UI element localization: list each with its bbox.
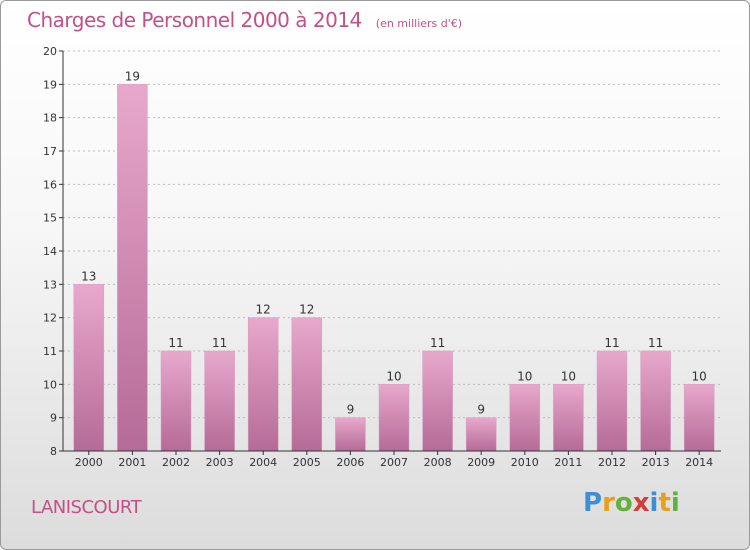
data-label: 11 <box>604 336 619 350</box>
data-label: 12 <box>256 303 271 317</box>
y-tick-label: 15 <box>43 212 57 225</box>
logo-letter: P <box>583 488 603 518</box>
x-tick-label: 2008 <box>424 456 452 469</box>
data-label: 19 <box>125 69 140 83</box>
x-tick-label: 2010 <box>511 456 539 469</box>
logo-letter: t <box>658 488 671 518</box>
y-tick-label: 12 <box>43 312 57 325</box>
data-label: 11 <box>168 336 183 350</box>
chart-title: Charges de Personnel 2000 à 2014 <box>27 8 362 32</box>
bar-2005 <box>291 317 323 452</box>
data-label: 13 <box>81 269 96 283</box>
x-tick-label: 2006 <box>336 456 364 469</box>
y-tick-label: 8 <box>50 445 57 458</box>
y-tick-label: 13 <box>43 278 57 291</box>
y-tick-label: 19 <box>43 78 57 91</box>
x-tick-label: 2014 <box>685 456 713 469</box>
data-label: 11 <box>648 336 663 350</box>
data-label: 12 <box>299 303 314 317</box>
x-tick-label: 2004 <box>249 456 277 469</box>
y-tick-label: 11 <box>43 345 57 358</box>
logo-letter: r <box>602 488 615 518</box>
bar-2000 <box>73 284 105 452</box>
data-label: 10 <box>386 369 401 383</box>
bar-2011 <box>553 384 584 452</box>
x-tick-label: 2000 <box>75 456 103 469</box>
y-tick-label: 17 <box>43 145 57 158</box>
title-row: Charges de Personnel 2000 à 2014 (en mill… <box>27 8 462 32</box>
x-tick-label: 2007 <box>380 456 408 469</box>
axes: 8 9 10 11 12 13 14 15 16 17 18 19 20 2000 2001 2002 2003… <box>43 45 721 469</box>
y-tick-label: 9 <box>50 412 57 425</box>
data-label: 9 <box>347 403 355 417</box>
x-tick-label: 2001 <box>118 456 146 469</box>
place-name: LANISCOURT <box>31 497 142 518</box>
x-tick-label: 2009 <box>467 456 495 469</box>
x-tick-label: 2003 <box>206 456 234 469</box>
y-tick-label: 18 <box>43 112 57 125</box>
data-label: 11 <box>430 336 445 350</box>
bar-2007 <box>378 384 410 452</box>
data-label: 11 <box>212 336 227 350</box>
x-tick-label: 2013 <box>642 456 670 469</box>
y-tick-label: 14 <box>43 245 57 258</box>
logo-letter: x <box>632 488 650 518</box>
logo-letter: o <box>614 488 633 518</box>
x-tick-label: 2011 <box>554 456 582 469</box>
data-label: 10 <box>561 369 576 383</box>
proxiti-logo[interactable]: Proxiti <box>583 488 680 518</box>
bar-2004 <box>247 317 279 452</box>
data-label: 10 <box>517 369 532 383</box>
x-tick-label: 2002 <box>162 456 190 469</box>
bar-2012 <box>596 350 628 452</box>
data-label: 9 <box>477 403 485 417</box>
logo-letter: i <box>670 488 680 518</box>
bar-2008 <box>422 350 453 452</box>
x-tick-label: 2005 <box>293 456 321 469</box>
y-tick-label: 10 <box>43 378 57 391</box>
data-label: 10 <box>692 369 707 383</box>
bars: 13 19 11 11 12 12 9 10 11 9 10 10 11 11 10 <box>73 69 715 452</box>
bar-2010 <box>509 384 541 452</box>
bar-2002 <box>160 350 192 452</box>
bar-2003 <box>204 350 235 452</box>
bar-2009 <box>465 417 497 452</box>
logo-letter: i <box>649 488 659 518</box>
bar-2013 <box>640 350 671 452</box>
bar-2014 <box>683 384 715 452</box>
bar-2006 <box>335 417 366 452</box>
chart-subtitle: (en milliers d'€) <box>375 17 463 30</box>
y-tick-label: 20 <box>43 45 57 58</box>
y-tick-label: 16 <box>43 178 57 191</box>
x-tick-label: 2012 <box>598 456 626 469</box>
bar-2001 <box>117 84 148 452</box>
